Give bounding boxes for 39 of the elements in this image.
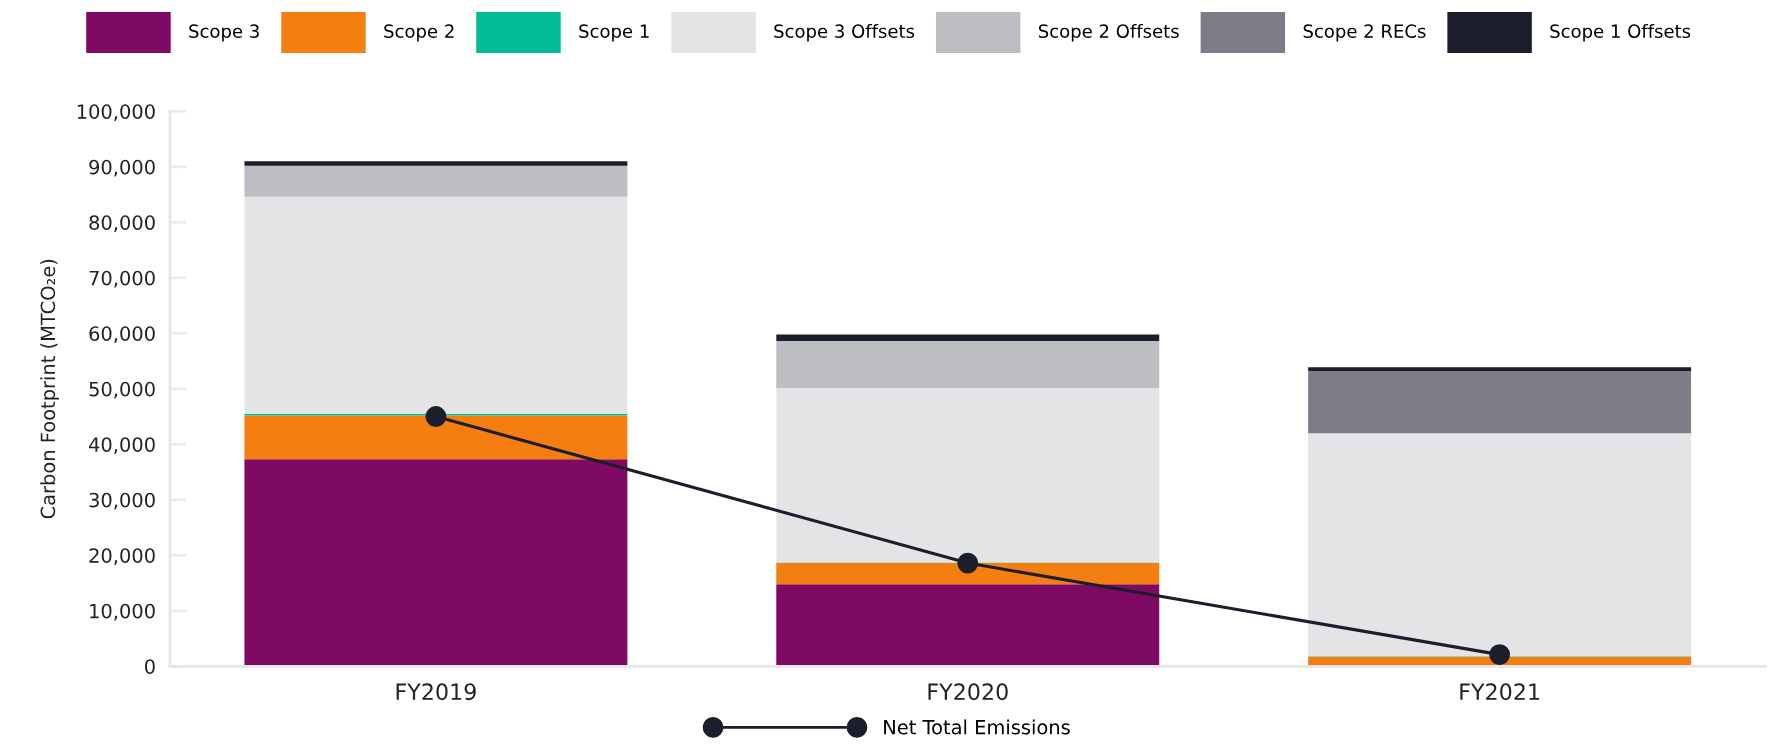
y-tick-label: 70,000 — [89, 270, 155, 288]
y-tick-label: 10,000 — [90, 603, 155, 621]
y-tick-label: 60,000 — [89, 326, 155, 343]
x-tick-label: FY2019 — [396, 683, 476, 701]
y-tick-label: 30,000 — [89, 492, 155, 510]
legend-label: Scope 2 — [384, 24, 454, 42]
point — [957, 552, 979, 574]
bar — [776, 388, 1160, 563]
point — [425, 406, 447, 427]
y-tick-label: 50,000 — [89, 381, 155, 399]
legend-label: Scope 2 Offsets — [1038, 24, 1179, 42]
legend-label: Net Total Emissions — [884, 719, 1070, 735]
bar — [244, 161, 628, 166]
y-tick-label: 40,000 — [89, 437, 155, 454]
y-axis-title: Carbon Footprint (MTCO₂e) — [40, 259, 60, 519]
legend-label: Scope 3 — [189, 24, 259, 42]
y-tick-label: 90,000 — [89, 159, 155, 177]
y-tick-label: 100,000 — [77, 104, 155, 121]
point — [1489, 644, 1511, 666]
legend-label: Scope 1 Offsets — [1550, 24, 1691, 42]
bar — [244, 459, 628, 667]
bar — [776, 584, 1160, 667]
bar — [776, 563, 1160, 585]
bar — [1308, 367, 1692, 372]
bar — [244, 415, 628, 460]
bar — [776, 334, 1160, 342]
bar — [244, 196, 628, 414]
y-tick-label: 80,000 — [89, 215, 155, 232]
y-tick-label: 20,000 — [89, 548, 155, 565]
bar — [244, 165, 628, 197]
legend-label: Scope 2 RECs — [1303, 24, 1426, 42]
bar — [1308, 433, 1692, 657]
x-tick-label: FY2021 — [1460, 683, 1540, 701]
y-tick-label: 0 — [145, 659, 155, 674]
legend-label: Scope 1 — [579, 24, 649, 42]
legend-label: Scope 3 Offsets — [774, 24, 915, 42]
bar — [1308, 371, 1692, 434]
x-tick-label: FY2020 — [928, 683, 1008, 701]
bar — [776, 341, 1160, 389]
